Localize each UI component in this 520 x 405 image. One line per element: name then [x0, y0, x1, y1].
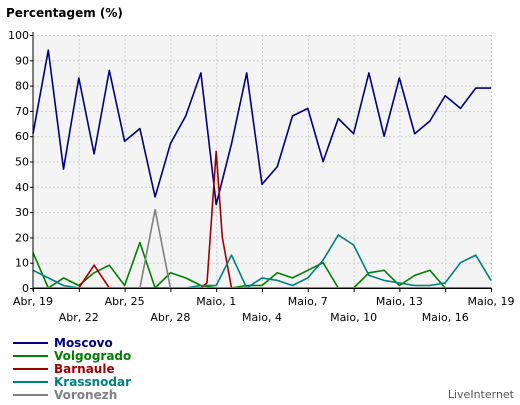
y-tick-labels: 0 10 20 30 40 50 60 70 80 90 100	[8, 29, 33, 295]
x-tick-label: Abr, 25	[105, 295, 145, 308]
chart-title: Percentagem (%)	[6, 6, 123, 20]
y-tick-label: 10	[15, 257, 29, 270]
credit-label: LiveInternet	[448, 388, 515, 401]
series-line-volgogrado	[32, 241, 491, 289]
y-tick-label: 80	[15, 80, 29, 93]
y-tick-label: 20	[15, 231, 29, 244]
y-tick-label: 100	[8, 29, 29, 42]
legend: MoscovoVolgogradoBarnauleKrassnodarVoron…	[13, 336, 131, 402]
x-tick-label: Maio, 1	[196, 295, 236, 308]
legend-label: Voronezh	[54, 388, 117, 402]
x-tick-label: Maio, 13	[376, 295, 423, 308]
x-tick-label: Maio, 4	[242, 311, 282, 324]
x-tick-labels: Abr, 19 Abr, 22 Abr, 25 Abr, 28 Maio, 1 Maio,…	[13, 288, 515, 324]
x-tick-label: Maio, 19	[467, 295, 514, 308]
y-tick-label: 70	[15, 105, 29, 118]
legend-label: Volgogrado	[54, 349, 131, 363]
y-tick-label: 90	[15, 54, 29, 67]
x-tick-label: Abr, 28	[150, 311, 190, 324]
legend-label: Moscovo	[54, 336, 113, 350]
y-tick-label: 50	[15, 156, 29, 169]
y-tick-label: 0	[22, 282, 29, 295]
x-tick-label: Abr, 19	[13, 295, 53, 308]
x-tick-label: Maio, 7	[288, 295, 328, 308]
x-tick-label: Maio, 16	[422, 311, 469, 324]
series-line-moscovo	[32, 49, 491, 206]
x-tick-label: Maio, 10	[330, 311, 377, 324]
legend-label: Krassnodar	[54, 375, 131, 389]
legend-label: Barnaule	[54, 362, 115, 376]
y-tick-label: 40	[15, 181, 29, 194]
x-tick-label: Abr, 22	[59, 311, 99, 324]
y-tick-label: 60	[15, 130, 29, 143]
y-tick-label: 30	[15, 206, 29, 219]
grid-lines	[33, 35, 492, 288]
